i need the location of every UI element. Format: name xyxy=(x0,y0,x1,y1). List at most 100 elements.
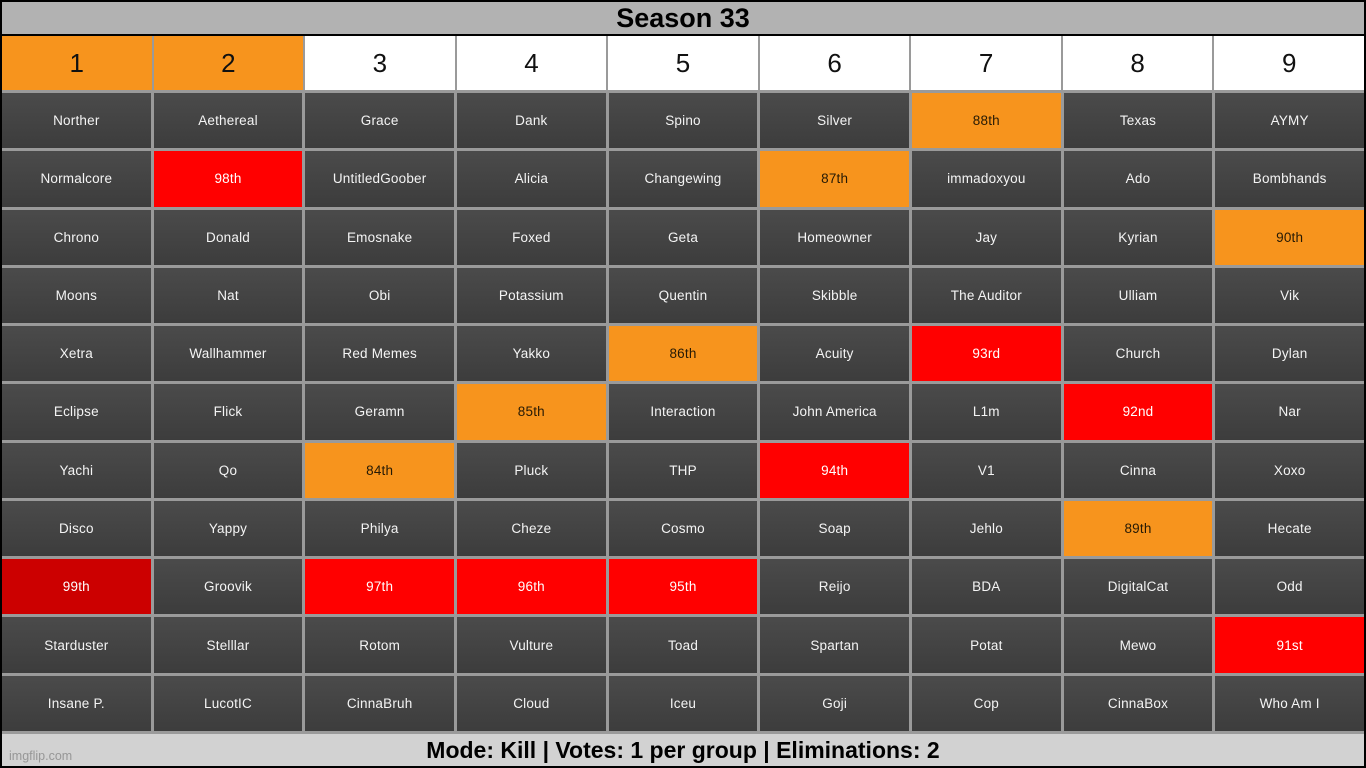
grid-cell-r3-c9: 90th xyxy=(1215,209,1364,265)
grid-cell-r11-c3: CinnaBruh xyxy=(305,675,454,731)
grid-cell-r10-c6: Spartan xyxy=(760,617,909,673)
column-header-2: 2 xyxy=(153,36,304,90)
grid-cell-r11-c4: Cloud xyxy=(457,675,606,731)
grid-cell-r4-c8: Ulliam xyxy=(1063,267,1213,324)
grid-cell-r1-c3: Grace xyxy=(305,93,454,149)
grid-cell-r2-c7: immadoxyou xyxy=(912,151,1061,207)
grid-cell-r6-c5: Interaction xyxy=(608,384,758,440)
grid-cell-r8-c9: Hecate xyxy=(1215,500,1364,557)
grid-cell-r9-c1: 99th xyxy=(2,559,151,615)
grid-cell-r1-c5: Spino xyxy=(608,93,758,149)
grid-cell-r2-c3: UntitledGoober xyxy=(305,151,454,207)
grid-cell-r9-c3: 97th xyxy=(305,559,454,615)
grid-cell-r9-c7: BDA xyxy=(912,559,1061,615)
grid-cell-r8-c2: Yappy xyxy=(153,500,303,557)
grid-cell-r9-c2: Groovik xyxy=(153,559,303,615)
grid-cell-r2-c1: Normalcore xyxy=(2,151,151,207)
grid-cell-r9-c9: Odd xyxy=(1215,559,1364,615)
grid-cell-r4-c7: The Auditor xyxy=(912,267,1061,324)
grid-cell-r11-c7: Cop xyxy=(912,675,1061,731)
grid-cell-r4-c9: Vik xyxy=(1215,267,1364,324)
grid-cell-r3-c2: Donald xyxy=(153,209,303,265)
grid-cell-r7-c9: Xoxo xyxy=(1215,442,1364,498)
grid-cell-r1-c7: 88th xyxy=(912,93,1061,149)
footer-bar: imgflip.com Mode: Kill | Votes: 1 per gr… xyxy=(2,734,1364,766)
grid-cell-r8-c6: Soap xyxy=(760,500,909,557)
grid-cell-r10-c7: Potat xyxy=(912,617,1061,673)
grid-cell-r5-c4: Yakko xyxy=(457,326,606,382)
grid-cell-r5-c7: 93rd xyxy=(912,326,1061,382)
grid-cell-r5-c2: Wallhammer xyxy=(153,326,303,382)
contestant-grid: Norther Aethereal Grace Dank Spino Silver 88th… xyxy=(2,93,1364,734)
page-title: Season 33 xyxy=(616,2,750,33)
grid-cell-r10-c3: Rotom xyxy=(305,617,454,673)
grid-cell-r11-c5: Iceu xyxy=(608,675,758,731)
grid-cell-r3-c8: Kyrian xyxy=(1063,209,1213,265)
grid-cell-r11-c9: Who Am I xyxy=(1215,675,1364,731)
grid-cell-r7-c3: 84th xyxy=(305,442,454,498)
grid-cell-r3-c3: Emosnake xyxy=(305,209,454,265)
grid-cell-r6-c7: L1m xyxy=(912,384,1061,440)
grid-cell-r2-c9: Bombhands xyxy=(1215,151,1364,207)
grid-cell-r4-c6: Skibble xyxy=(760,267,909,324)
grid-cell-r6-c2: Flick xyxy=(153,384,303,440)
column-header-6: 6 xyxy=(759,36,910,90)
grid-cell-r1-c8: Texas xyxy=(1063,93,1213,149)
grid-cell-r5-c9: Dylan xyxy=(1215,326,1364,382)
grid-cell-r11-c1: Insane P. xyxy=(2,675,151,731)
grid-cell-r8-c8: 89th xyxy=(1063,500,1213,557)
grid-cell-r8-c4: Cheze xyxy=(457,500,606,557)
grid-cell-r7-c2: Qo xyxy=(153,442,303,498)
grid-cell-r4-c4: Potassium xyxy=(457,267,606,324)
grid-cell-r7-c8: Cinna xyxy=(1063,442,1213,498)
grid-cell-r10-c2: Stelllar xyxy=(153,617,303,673)
grid-cell-r7-c4: Pluck xyxy=(457,442,606,498)
grid-cell-r2-c2: 98th xyxy=(153,151,303,207)
grid-cell-r7-c7: V1 xyxy=(912,442,1061,498)
grid-cell-r6-c8: 92nd xyxy=(1063,384,1213,440)
grid-cell-r10-c4: Vulture xyxy=(457,617,606,673)
grid-cell-r7-c6: 94th xyxy=(760,442,909,498)
grid-cell-r4-c3: Obi xyxy=(305,267,454,324)
grid-cell-r6-c3: Geramn xyxy=(305,384,454,440)
grid-cell-r2-c6: 87th xyxy=(760,151,909,207)
title-bar: Season 33 xyxy=(2,2,1364,36)
grid-cell-r10-c5: Toad xyxy=(608,617,758,673)
grid-cell-r7-c1: Yachi xyxy=(2,442,151,498)
grid-cell-r10-c9: 91st xyxy=(1215,617,1364,673)
column-header-1: 1 xyxy=(2,36,152,90)
grid-cell-r8-c7: Jehlo xyxy=(912,500,1061,557)
grid-cell-r1-c6: Silver xyxy=(760,93,909,149)
column-header-8: 8 xyxy=(1062,36,1213,90)
grid-cell-r4-c1: Moons xyxy=(2,267,151,324)
grid-cell-r1-c2: Aethereal xyxy=(153,93,303,149)
grid-cell-r5-c3: Red Memes xyxy=(305,326,454,382)
grid-cell-r10-c8: Mewo xyxy=(1063,617,1213,673)
grid-cell-r3-c6: Homeowner xyxy=(760,209,909,265)
grid-cell-r10-c1: Starduster xyxy=(2,617,151,673)
column-header-9: 9 xyxy=(1214,36,1364,90)
grid-cell-r9-c8: DigitalCat xyxy=(1063,559,1213,615)
grid-cell-r9-c6: Reijo xyxy=(760,559,909,615)
column-header-4: 4 xyxy=(456,36,607,90)
grid-cell-r1-c9: AYMY xyxy=(1215,93,1364,149)
grid-cell-r11-c2: LucotIC xyxy=(153,675,303,731)
grid-cell-r6-c1: Eclipse xyxy=(2,384,151,440)
grid-cell-r3-c4: Foxed xyxy=(457,209,606,265)
grid-cell-r8-c3: Philya xyxy=(305,500,454,557)
column-header-3: 3 xyxy=(305,36,455,90)
grid-cell-r3-c7: Jay xyxy=(912,209,1061,265)
grid-cell-r9-c4: 96th xyxy=(457,559,606,615)
grid-cell-r1-c4: Dank xyxy=(457,93,606,149)
grid-cell-r5-c1: Xetra xyxy=(2,326,151,382)
grid-cell-r8-c5: Cosmo xyxy=(608,500,758,557)
footer-text: Mode: Kill | Votes: 1 per group | Elimin… xyxy=(426,736,940,763)
grid-cell-r1-c1: Norther xyxy=(2,93,151,149)
grid-cell-r6-c4: 85th xyxy=(457,384,606,440)
grid-cell-r4-c5: Quentin xyxy=(608,267,758,324)
grid-cell-r5-c8: Church xyxy=(1063,326,1213,382)
grid-cell-r4-c2: Nat xyxy=(153,267,303,324)
grid-cell-r9-c5: 95th xyxy=(608,559,758,615)
